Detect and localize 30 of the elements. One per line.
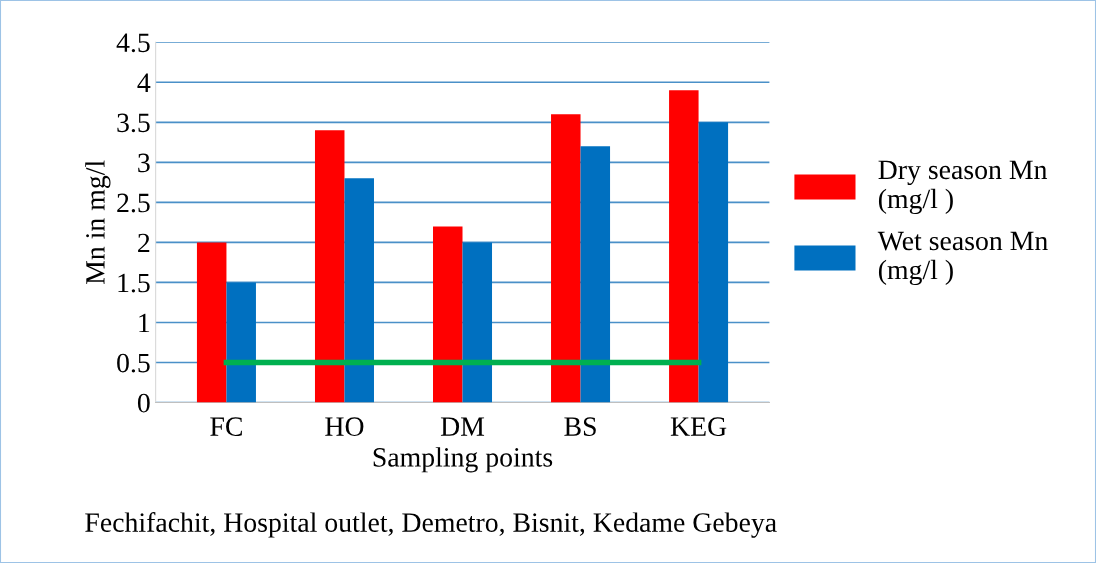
x-tick-label: HO <box>325 417 364 436</box>
y-tick-label: 3 <box>138 153 150 173</box>
y-axis-title: Mn in mg/l <box>85 160 111 285</box>
y-tick-label: 3.5 <box>117 113 150 133</box>
bar <box>226 282 256 403</box>
x-tick-label: FC <box>210 417 242 436</box>
x-tick-label: DM <box>440 417 485 436</box>
y-tick-label: 4 <box>137 73 151 92</box>
bar <box>433 226 463 403</box>
bar <box>551 114 581 403</box>
bar <box>196 242 227 403</box>
y-tick-label: 0 <box>137 393 150 413</box>
x-tick-label: KEG <box>670 417 727 436</box>
y-tick-label: 1.5 <box>118 273 150 293</box>
bar <box>344 178 374 403</box>
bar <box>314 130 345 403</box>
legend-label: Dry season Mn (mg/l ) <box>878 160 1048 215</box>
y-tick-label: 0.5 <box>117 353 150 373</box>
y-tick-label: 2 <box>138 233 150 253</box>
x-tick-label: BS <box>564 417 596 436</box>
y-tick-label: 2.5 <box>117 193 150 213</box>
bar <box>580 146 611 403</box>
legend-label: Wet season Mn (mg/l ) <box>877 231 1048 286</box>
y-tick-label: 4.5 <box>116 33 150 53</box>
bar <box>462 242 493 403</box>
text: Fechifachit, Hospital outlet, Demetro, Bisnit, Kedame Gebeya <box>85 512 777 538</box>
bar <box>698 122 729 403</box>
bar <box>669 90 699 403</box>
y-tick-label: 1 <box>139 313 150 333</box>
x-axis-title: Sampling points <box>373 447 553 473</box>
